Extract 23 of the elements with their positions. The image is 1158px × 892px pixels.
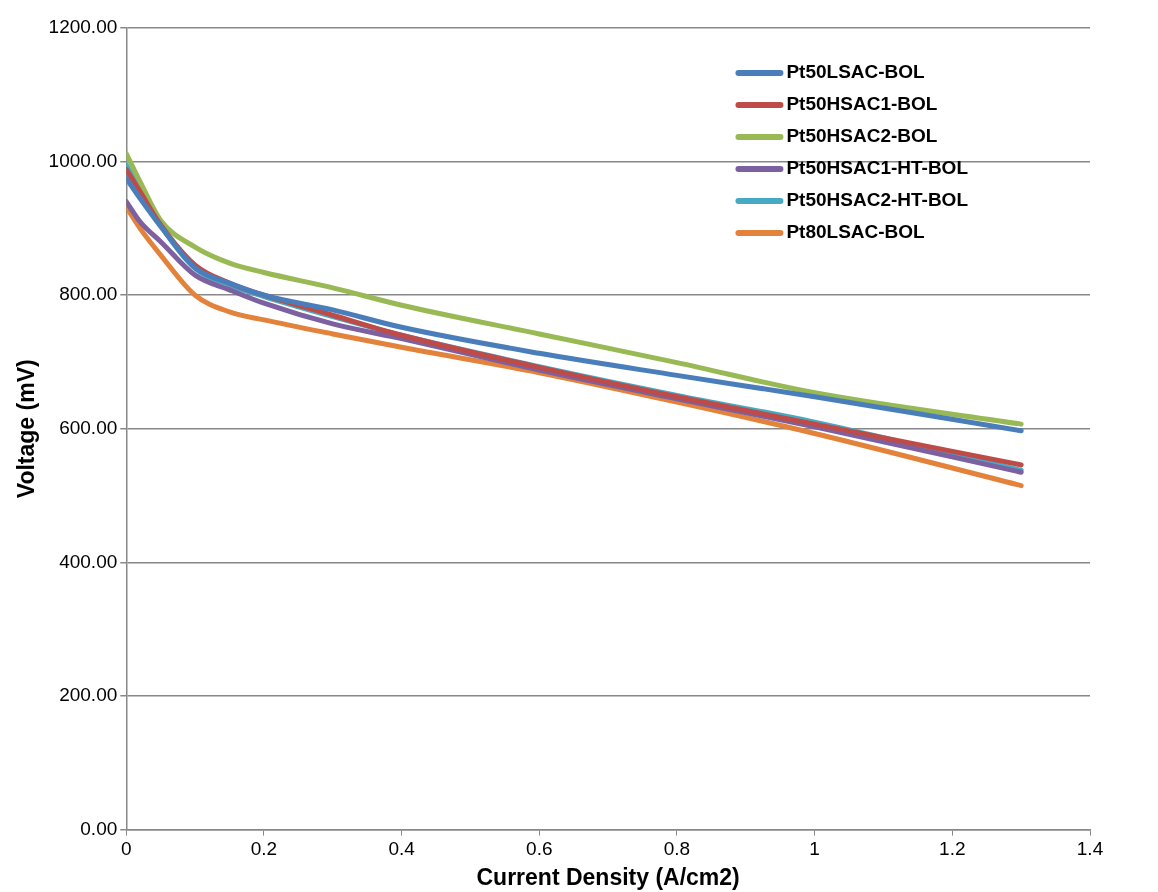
x-tick-label: 1: [809, 838, 820, 860]
y-tick-label: 0.00: [80, 817, 118, 839]
y-tick-label: 400.00: [59, 550, 118, 572]
x-tick-label: 0: [120, 838, 132, 860]
x-tick-label: 1.4: [1076, 838, 1104, 860]
x-tick-label: 1.2: [939, 838, 966, 860]
x-tick-label: 0.8: [663, 838, 691, 860]
y-tick-label: 600.00: [59, 417, 118, 439]
y-axis-title: Voltage (mV): [13, 359, 40, 499]
x-axis-title: Current Density (A/cm2): [476, 863, 740, 890]
legend-label: Pt80LSAC-BOL: [786, 221, 926, 243]
y-tick-label: 1200.00: [48, 16, 118, 38]
legend-label: Pt50HSAC2-BOL: [786, 125, 938, 147]
y-tick-label: 1000.00: [48, 149, 118, 171]
x-tick-label: 0.4: [388, 838, 416, 860]
legend-label: Pt50HSAC2-HT-BOL: [786, 189, 969, 211]
legend-label: Pt50LSAC-BOL: [786, 61, 926, 83]
x-tick-label: 0.6: [526, 838, 553, 860]
y-tick-label: 200.00: [59, 684, 118, 706]
x-tick-label: 0.2: [250, 838, 278, 860]
legend-label: Pt50HSAC1-BOL: [786, 93, 938, 115]
legend-label: Pt50HSAC1-HT-BOL: [786, 157, 969, 179]
y-tick-label: 800.00: [59, 283, 118, 305]
